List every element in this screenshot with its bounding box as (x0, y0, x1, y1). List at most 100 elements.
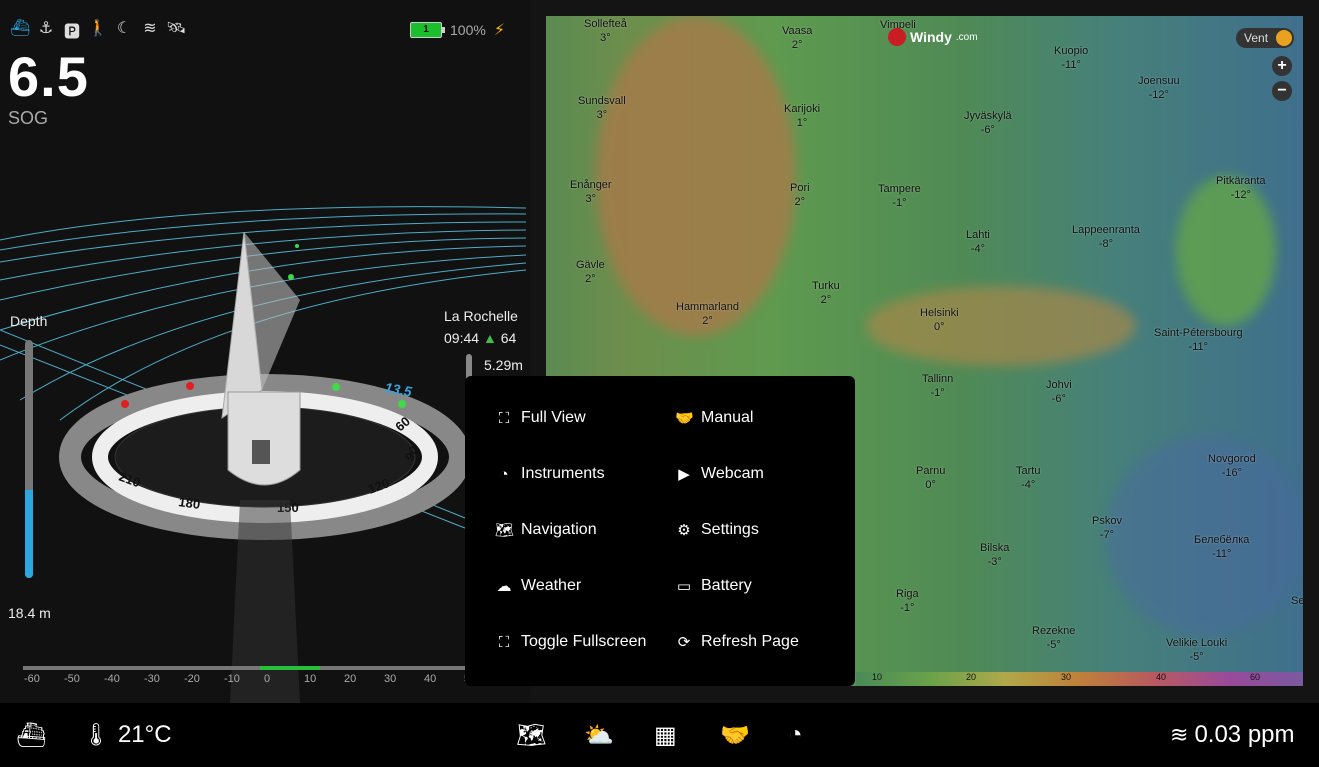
lake-region (1176, 176, 1276, 326)
sog-label: SOG (8, 108, 49, 128)
city-name: Tallinn (922, 373, 954, 385)
menu-item-label: Refresh Page (701, 633, 799, 650)
city-temp: -1° (892, 197, 907, 209)
scale-tick: 10 (304, 673, 317, 685)
city-label: Novgorod -16° (1208, 452, 1256, 480)
green-marker (295, 244, 299, 248)
city-label: Lappeenranta -8° (1072, 223, 1140, 251)
city-temp: 0° (925, 479, 936, 491)
city-temp: -11° (1211, 548, 1232, 560)
refresh-icon: ⟳ (677, 634, 691, 651)
legend-tick: 10 (872, 672, 883, 682)
city-temp: -4° (1021, 479, 1036, 491)
menu-weather[interactable]: ☁ Weather (495, 577, 582, 595)
depth-gauge (25, 340, 33, 578)
city-label: Se (1291, 594, 1303, 608)
city-name: Parnu (916, 465, 946, 477)
tide-info: La Rochelle 09:44 ▲ 64 (444, 308, 518, 346)
handshake-icon: 🤝 (675, 410, 694, 427)
city-label: Sollefteå 3° (584, 17, 627, 45)
city-label: Parnu 0° (916, 464, 945, 492)
boat-icon[interactable]: ⛴ (10, 20, 31, 37)
city-name: Tartu (1016, 465, 1041, 477)
city-label: Helsinki 0° (920, 306, 959, 334)
city-label: Pori 2° (790, 181, 810, 209)
menu-item-label: Battery (701, 577, 752, 594)
red-marker (186, 382, 194, 390)
city-name: Tampere (878, 183, 921, 195)
depth-gauge-fill (25, 489, 33, 578)
city-label: Tartu -4° (1016, 464, 1040, 492)
red-marker (121, 400, 129, 408)
city-temp: -5° (1189, 651, 1204, 663)
nav-grid-button[interactable]: ▦ (654, 703, 677, 767)
menu-toggle-fullscreen[interactable]: ⛶ Toggle Fullscreen (495, 633, 647, 651)
windy-logo[interactable]: Windy .com (888, 28, 978, 46)
green-marker (288, 274, 294, 280)
menu-manual[interactable]: 🤝 Manual (675, 409, 753, 427)
city-name: Turku (812, 280, 840, 292)
city-temp: 3° (596, 109, 608, 121)
windy-logo-icon (888, 28, 906, 46)
nav-manual-button[interactable]: 🤝 (720, 703, 750, 767)
rising-arrow-icon: ▲ (482, 330, 497, 346)
scale-tick: -60 (24, 673, 40, 685)
moon-icon[interactable]: ☾ (116, 20, 132, 37)
zoom-in-button[interactable]: + (1272, 56, 1292, 76)
person-icon[interactable]: 🚶 (88, 20, 108, 37)
menu-instruments[interactable]: ◔ Instruments (495, 465, 604, 483)
windy-brand: Windy (910, 29, 952, 45)
scale-tick: -50 (64, 673, 80, 685)
temperature-display: 🌡 21°C (82, 703, 172, 767)
city-name: Joensuu (1138, 75, 1180, 87)
windy-brand-suffix: .com (955, 31, 978, 43)
sog-value: 6.5 (8, 45, 89, 108)
menu-full-view[interactable]: ⛶ Full View (495, 409, 586, 427)
wind-icon: ≋ (1170, 722, 1189, 747)
satellite-icon[interactable]: 🛰 (166, 20, 187, 37)
menu-refresh-page[interactable]: ⟳ Refresh Page (675, 633, 799, 651)
parking-icon[interactable]: 🅿 (63, 24, 80, 41)
city-name: Pskov (1092, 515, 1122, 527)
menu-battery[interactable]: ▭ Battery (675, 577, 752, 595)
city-temp: -12° (1230, 189, 1251, 201)
scale-tick: -40 (104, 673, 120, 685)
battery-percent: 100% (450, 22, 486, 38)
gulf-finland-region (866, 286, 1136, 366)
city-temp: 3° (600, 32, 611, 44)
tide-gauge (466, 354, 472, 382)
city-name: Karijoki (784, 103, 821, 115)
compass-tick: 180 (178, 494, 202, 512)
city-temp: -12° (1148, 89, 1169, 101)
menu-webcam[interactable]: ▶ Webcam (675, 465, 764, 483)
boat-status-button[interactable]: ⛴ (16, 703, 46, 767)
scale-tick: 40 (424, 673, 437, 685)
menu-navigation[interactable]: 🗺 Navigation (495, 521, 597, 539)
city-label: Saint-Pétersbourg -11° (1154, 326, 1243, 354)
city-temp: -8° (1098, 238, 1114, 250)
anchor-icon[interactable]: ⚓ (38, 20, 54, 37)
handshake-icon: 🤝 (720, 721, 750, 749)
menu-item-label: Manual (701, 409, 754, 426)
nav-instruments-button[interactable]: ◔ (788, 703, 803, 767)
menu-item-label: Toggle Fullscreen (521, 633, 647, 650)
cloud-sun-icon: ☁ (496, 578, 512, 595)
vent-layer-button[interactable]: Vent (1236, 28, 1295, 48)
heel-scale (23, 666, 465, 670)
city-name: Lappeenranta (1072, 224, 1140, 236)
nav-navigation-button[interactable]: 🗺 (516, 703, 546, 767)
scale-tick: 30 (384, 673, 397, 685)
nav-weather-button[interactable]: ⛅ (584, 703, 614, 767)
city-label: Joensuu -12° (1138, 74, 1180, 102)
zoom-out-button[interactable]: − (1272, 81, 1292, 101)
menu-settings[interactable]: ⚙ Settings (675, 521, 759, 539)
navigation-icon: 🗺 (516, 721, 547, 749)
battery-level-label: 1 (423, 24, 429, 35)
tide-time: 09:44 (444, 330, 480, 346)
waves-icon[interactable]: ≋ (143, 20, 157, 37)
gulf-bothnia-region (596, 16, 796, 336)
wind-speed-label: 13.5 (383, 379, 413, 400)
air-quality-display: ≋ 0.03 ppm (1170, 703, 1295, 767)
tide-level: 5.29m (484, 357, 523, 373)
city-temp: -6° (980, 124, 995, 136)
